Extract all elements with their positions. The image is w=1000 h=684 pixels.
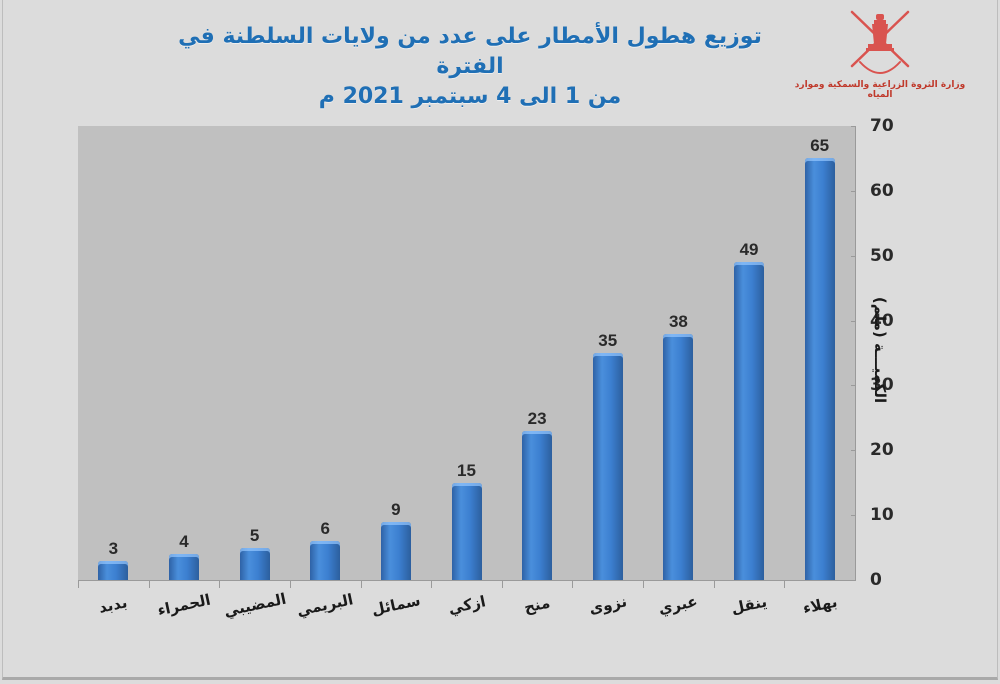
x-tick <box>501 580 503 588</box>
x-tick <box>784 580 786 588</box>
bar-value-label: 3 <box>108 538 119 558</box>
bar <box>310 541 341 580</box>
bar <box>380 521 411 580</box>
y-tick <box>851 320 856 322</box>
bar <box>239 547 270 580</box>
bar-value-label: 5 <box>249 525 260 545</box>
y-tick <box>851 190 856 192</box>
bar-value-label: 38 <box>668 311 688 331</box>
bar-value-label: 6 <box>320 519 330 539</box>
chart-title: توزيع هطول الأمطار على عدد من ولايات الس… <box>150 22 790 112</box>
bar <box>804 158 835 580</box>
x-tick <box>78 580 79 588</box>
y-tick <box>851 580 856 581</box>
y-tick <box>851 255 856 257</box>
y-tick-label: 60 <box>870 180 894 201</box>
x-tick <box>289 580 291 588</box>
x-tick <box>572 580 574 588</box>
bar <box>451 482 482 580</box>
y-tick <box>851 515 856 517</box>
y-tick-label: 70 <box>870 116 894 136</box>
bar <box>522 430 553 580</box>
y-tick <box>851 126 856 127</box>
ministry-name: وزارة الثروة الزراعية والسمكية وموارد ال… <box>794 80 966 100</box>
y-axis-title: الكميـــة (ملم) <box>871 296 889 404</box>
y-tick-label: 40 <box>870 310 894 331</box>
x-tick <box>431 580 433 588</box>
x-axis-line <box>78 580 855 581</box>
bar <box>592 353 623 580</box>
bar-value-label: 23 <box>527 408 547 428</box>
x-tick <box>360 580 362 588</box>
y-tick-label: 50 <box>870 245 894 266</box>
chart-title-line-2: من 1 الى 4 سبتمبر 2021 م <box>318 84 622 109</box>
bar-value-label: 49 <box>739 240 759 260</box>
oman-emblem-icon <box>850 10 910 74</box>
x-tick <box>219 580 221 588</box>
y-tick-label: 30 <box>870 375 894 396</box>
y-tick <box>851 385 856 387</box>
x-tick <box>643 580 645 588</box>
x-tick <box>713 580 715 588</box>
y-tick-label: 20 <box>870 440 894 461</box>
y-axis-line <box>855 126 856 581</box>
y-tick <box>851 450 856 452</box>
bar-value-label: 65 <box>810 136 830 156</box>
bar <box>168 554 199 580</box>
y-tick-label: 0 <box>870 570 882 590</box>
x-tick <box>148 580 150 588</box>
bar-value-label: 35 <box>598 331 618 350</box>
bar-value-label: 9 <box>391 499 401 519</box>
bar-value-label: 15 <box>457 460 476 480</box>
bar <box>734 262 765 580</box>
ministry-logo: وزارة الثروة الزراعية والسمكية وموارد ال… <box>790 4 970 100</box>
y-tick-label: 10 <box>870 505 894 526</box>
bar-value-label: 4 <box>179 532 189 552</box>
bar <box>98 560 129 580</box>
bar <box>663 333 694 580</box>
chart-title-line-1: توزيع هطول الأمطار على عدد من ولايات الس… <box>178 24 762 79</box>
